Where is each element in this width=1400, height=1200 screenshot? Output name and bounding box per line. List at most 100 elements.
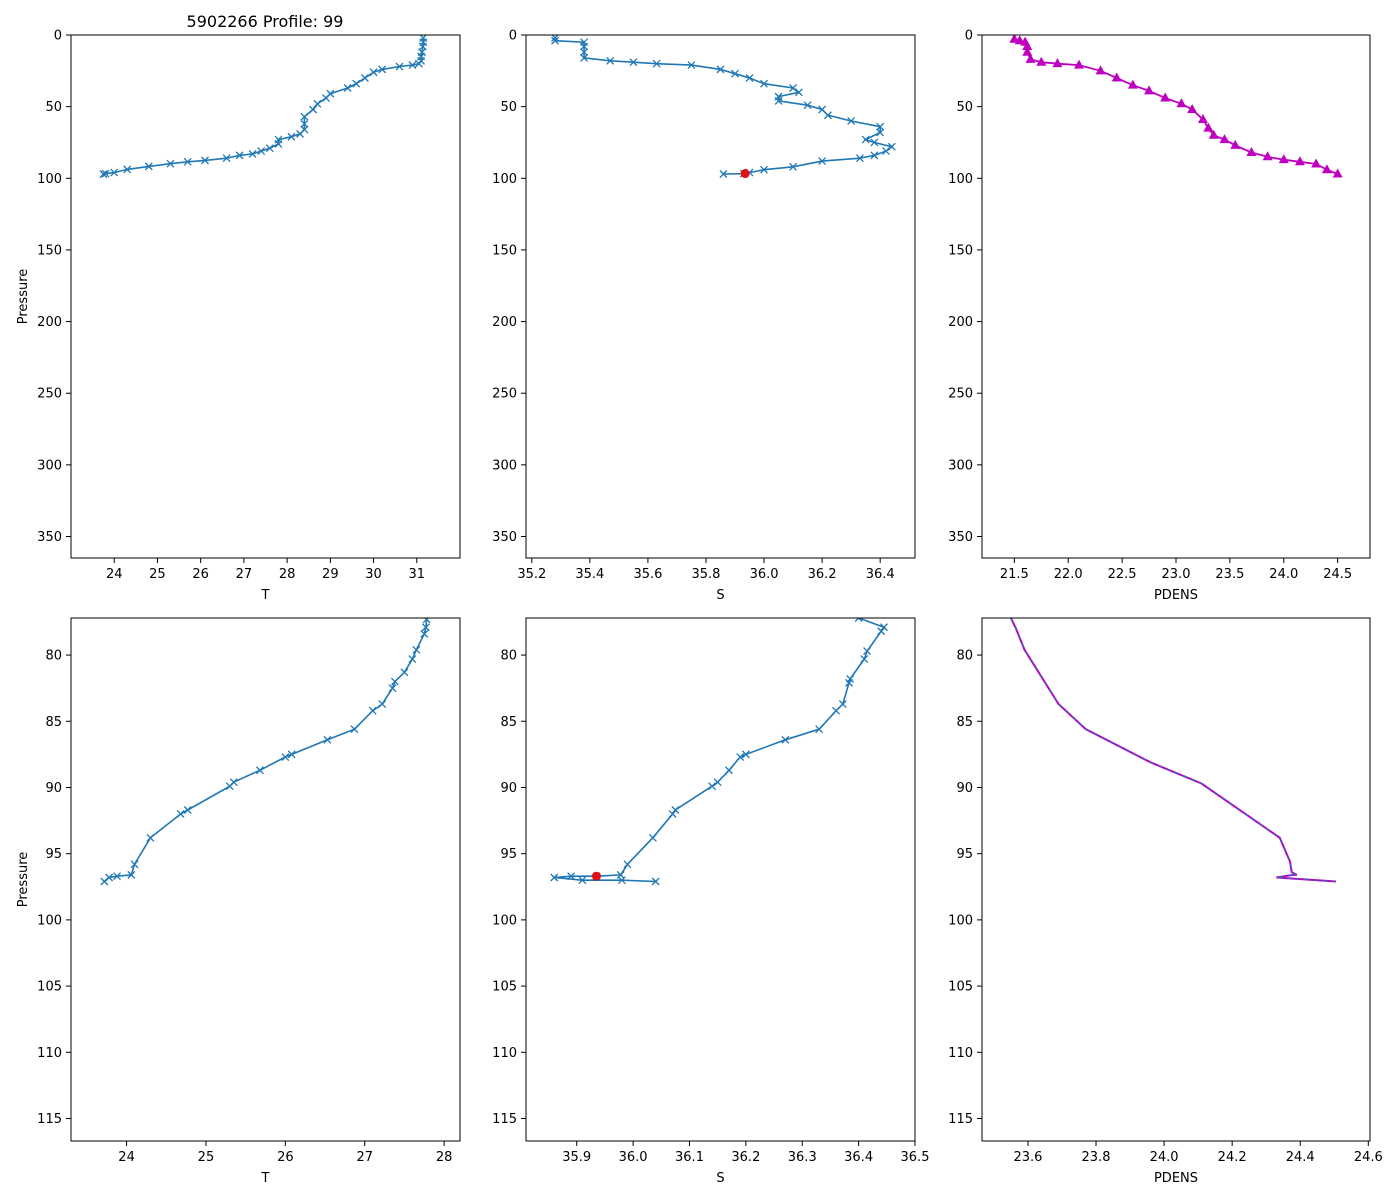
- x-axis-label: PDENS: [1154, 588, 1198, 603]
- x-tick-label: 22.5: [1108, 567, 1137, 582]
- y-tick-label: 0: [965, 29, 973, 44]
- series-line: [554, 37, 894, 175]
- y-tick-label: 90: [500, 781, 517, 796]
- data-point: [255, 766, 264, 775]
- plot-content: [99, 35, 428, 179]
- data-point: [1208, 129, 1219, 139]
- y-tick-label: 100: [492, 913, 517, 928]
- x-tick-label: 24.4: [1286, 1150, 1315, 1165]
- y-tick-label: 105: [492, 980, 517, 995]
- data-point: [1246, 146, 1257, 156]
- plot-area: [71, 618, 460, 1141]
- data-point: [818, 157, 827, 166]
- data-point: [412, 645, 421, 654]
- y-tick-label: 110: [492, 1046, 517, 1061]
- plot-frame: [70, 617, 461, 1142]
- data-point: [166, 159, 175, 168]
- plot-frame: [981, 34, 1371, 559]
- x-tick-label: 27: [356, 1150, 373, 1165]
- x-tick-label: 36.2: [731, 1150, 760, 1165]
- data-point: [257, 147, 266, 156]
- data-point: [860, 655, 869, 664]
- data-point: [870, 138, 879, 147]
- x-tick-label: 35.2: [517, 567, 546, 582]
- y-tick-label: 110: [37, 1046, 62, 1061]
- data-point: [1219, 134, 1230, 144]
- data-point: [580, 42, 589, 51]
- data-point: [343, 84, 352, 92]
- data-point: [222, 154, 231, 163]
- y-tick-label: 85: [956, 715, 973, 730]
- y-tick-label: 50: [45, 100, 62, 115]
- data-point: [1197, 114, 1208, 124]
- plot-frame: [70, 34, 461, 559]
- data-point: [629, 58, 638, 67]
- data-point: [100, 877, 109, 886]
- data-point: [551, 35, 559, 42]
- data-point: [716, 65, 725, 74]
- y-tick-label: 115: [37, 1112, 62, 1127]
- data-point: [101, 169, 110, 178]
- x-tick-label: 36.0: [750, 567, 779, 582]
- x-tick-label: 24.6: [1354, 1150, 1383, 1165]
- plot-content: [100, 618, 431, 886]
- y-tick-label: 300: [492, 458, 517, 473]
- x-tick-label: 25: [198, 1150, 215, 1165]
- data-point: [823, 111, 832, 120]
- data-point: [352, 79, 361, 88]
- data-point: [1230, 139, 1241, 149]
- panel-top-left: 24 25 26 27 28 29 30 31 0 50 100 150 200 250 300 350 T Pr…: [16, 29, 461, 603]
- y-tick-label: 95: [500, 847, 517, 862]
- x-tick-label: 35.8: [692, 567, 721, 582]
- data-point: [745, 74, 754, 82]
- data-point: [876, 122, 885, 131]
- x-tick-label: 23.8: [1082, 1150, 1111, 1165]
- data-point: [713, 778, 722, 787]
- data-point: [731, 69, 739, 78]
- x-tick-label: 23.6: [1013, 1150, 1042, 1165]
- y-axis-label: Pressure: [16, 852, 31, 908]
- plot-frame: [525, 617, 916, 1142]
- x-axis-label: T: [261, 1171, 270, 1186]
- data-point: [861, 135, 870, 144]
- panel-top-middle: 35.2 35.4 35.6 35.8 36.0 36.2 36.4 0 50 100 150 200…: [492, 29, 916, 603]
- data-point: [201, 156, 209, 165]
- x-tick-label: 28: [279, 567, 296, 582]
- y-tick-label: 150: [948, 243, 973, 258]
- data-point: [774, 96, 783, 105]
- data-point: [1176, 98, 1187, 108]
- y-tick-label: 80: [956, 649, 973, 664]
- y-tick-label: 100: [37, 172, 62, 187]
- data-point: [1262, 151, 1273, 161]
- data-point: [794, 88, 803, 97]
- x-tick-label: 27: [236, 567, 253, 582]
- data-point: [235, 151, 244, 160]
- data-point: [838, 700, 847, 709]
- x-tick-label: 36.3: [788, 1150, 817, 1165]
- data-point: [1022, 46, 1033, 56]
- data-point: [741, 750, 750, 759]
- data-point: [567, 872, 576, 881]
- y-tick-label: 350: [37, 530, 62, 545]
- x-tick-label: 25: [149, 567, 166, 582]
- x-axis-label: S: [716, 1171, 724, 1186]
- data-point: [421, 623, 430, 632]
- data-point: [309, 105, 318, 114]
- data-point: [648, 833, 657, 842]
- data-point: [606, 56, 615, 65]
- x-tick-label: 24.2: [1218, 1150, 1247, 1165]
- data-point: [652, 59, 661, 68]
- data-point: [287, 132, 296, 141]
- y-tick-label: 80: [500, 649, 517, 664]
- data-point: [855, 154, 864, 163]
- y-tick-label: 100: [948, 172, 973, 187]
- data-point: [368, 706, 377, 715]
- data-point: [420, 629, 429, 638]
- data-point: [580, 53, 589, 62]
- data-point: [668, 809, 677, 818]
- plot-content: [550, 618, 888, 886]
- data-point: [1294, 156, 1305, 166]
- data-point: [225, 782, 234, 791]
- data-point: [183, 806, 192, 814]
- data-point: [781, 735, 790, 744]
